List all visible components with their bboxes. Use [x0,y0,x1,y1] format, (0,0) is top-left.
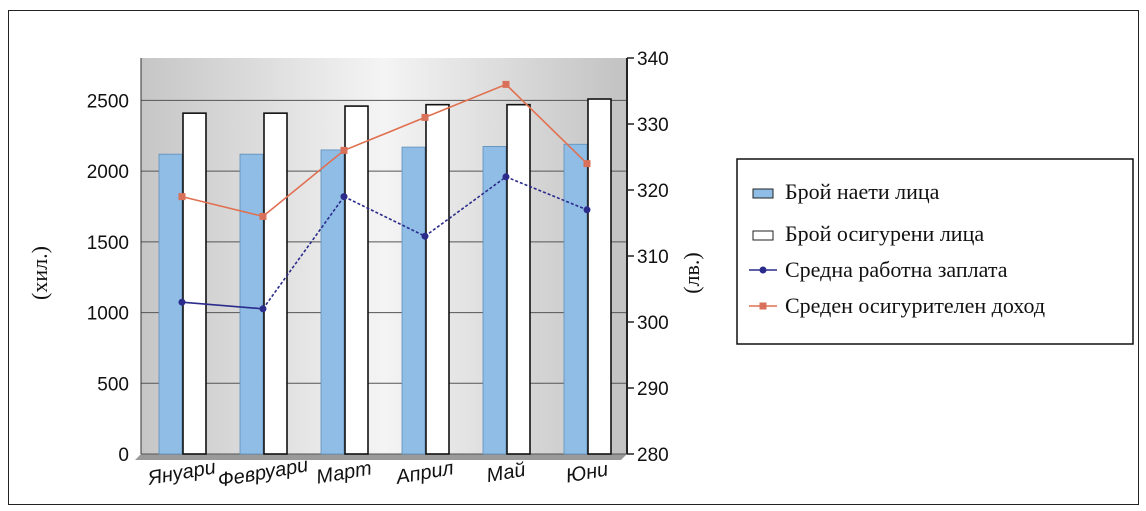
bar-insured-1 [264,113,287,454]
legend: Брой наети лица Брой осигурени лица Сред… [737,159,1133,344]
x-tick-5: Юни [564,458,610,487]
y-right-tick-0: 280 [637,445,669,466]
legend-swatch-insured [753,231,773,240]
legend-marker-income [760,303,767,310]
bar-employed-5 [564,144,587,454]
y-left-tick-4: 2000 [87,162,129,183]
income-point-0 [179,193,186,200]
salary-point-1 [260,305,267,312]
y-right-tick-6: 340 [637,49,669,70]
y-left-tick-5: 2500 [87,91,129,112]
income-point-5 [584,160,591,167]
x-tick-3: Април [394,457,456,489]
plot-background [141,58,627,454]
y-right-tick-5: 330 [637,115,669,136]
legend-label-insured: Брой осигурени лица [785,221,984,246]
x-tick-4: Май [485,459,527,487]
salary-point-0 [179,299,186,306]
y-left-tick-2: 1000 [87,304,129,325]
plot-area [135,58,627,460]
income-point-2 [341,147,348,154]
bar-insured-5 [588,99,611,454]
bar-insured-3 [426,105,449,454]
salary-point-2 [341,193,348,200]
income-point-3 [422,114,429,121]
legend-label-income: Среден осигурителен доход [785,293,1045,318]
legend-marker-salary [760,267,767,274]
bar-insured-0 [183,113,206,454]
bar-employed-3 [402,147,425,454]
bar-insured-2 [345,106,368,454]
y-right-tick-3: 310 [637,247,669,268]
chart-frame: 0 500 1000 1500 2000 2500 280 290 300 310 320 330 34… [8,10,1139,505]
y-right-tick-1: 290 [637,379,669,400]
x-tick-0: Януари [146,456,218,490]
combo-chart: 0 500 1000 1500 2000 2500 280 290 300 310 320 330 34… [9,11,1137,503]
x-tick-2: Март [315,457,374,488]
bar-employed-2 [321,150,344,454]
income-point-1 [260,213,267,220]
salary-point-3 [422,233,429,240]
legend-label-employed: Брой наети лица [785,179,940,204]
bar-employed-1 [240,154,263,454]
y-left-tick-3: 1500 [87,233,129,254]
legend-label-salary: Средна работна заплата [785,257,1008,282]
y-left-tick-0: 0 [118,445,129,466]
y-right-tick-2: 300 [637,313,669,334]
y-right-label: (лв.) [679,252,704,294]
bar-employed-4 [483,146,506,454]
y-right-tick-4: 320 [637,181,669,202]
legend-swatch-employed [753,189,773,198]
income-point-4 [503,81,510,88]
bar-insured-4 [507,105,530,454]
y-left-label: (хил.) [27,246,52,300]
y-left-tick-1: 500 [97,374,129,395]
salary-point-4 [503,173,510,180]
salary-point-5 [584,206,591,213]
